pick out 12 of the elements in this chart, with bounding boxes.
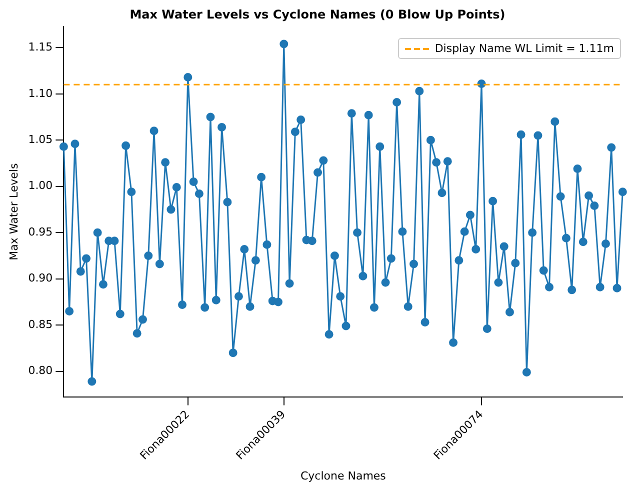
y-tick-label: 0.95	[28, 225, 53, 238]
y-tick-label: 1.10	[28, 86, 53, 100]
chart-title: Max Water Levels vs Cyclone Names (0 Blow Up Points)	[130, 7, 506, 22]
y-tick-label: 0.80	[28, 364, 53, 378]
y-tick-label: 1.05	[28, 132, 53, 146]
y-axis-title: Max Water Levels	[7, 163, 20, 260]
y-tick-label: 0.90	[28, 272, 53, 285]
y-tick-label: 0.85	[28, 318, 53, 331]
x-axis-title: Cyclone Names	[300, 469, 386, 482]
y-tick-label: 1.00	[28, 179, 53, 192]
legend-label: Display Name WL Limit = 1.11m	[434, 42, 614, 55]
y-tick-label: 1.15	[28, 40, 53, 54]
